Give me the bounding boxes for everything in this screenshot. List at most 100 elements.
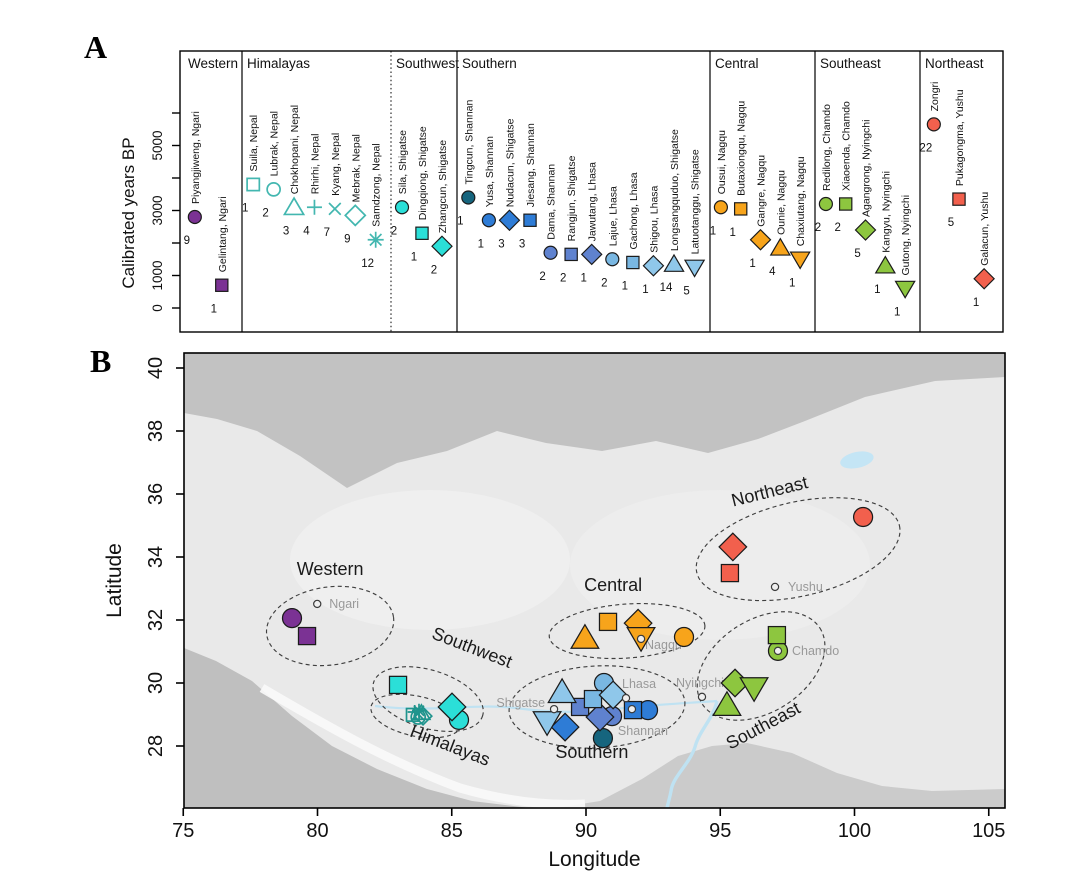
city-marker-icon: [549, 704, 559, 714]
city-marker-icon: [627, 704, 637, 714]
map-site-marker-square-icon: [598, 612, 618, 632]
map-site-marker-circle-icon: [281, 607, 303, 629]
site-count: 2: [539, 271, 545, 283]
ybp-tick-label: 3000: [150, 195, 165, 225]
site-label: Ounie, Nagqu: [775, 170, 787, 235]
site-marker-triangle-icon: [282, 196, 306, 216]
site-count: 5: [948, 217, 954, 229]
site-label: Longsangquduo, Shigatse: [669, 129, 681, 251]
site-marker-square-icon: [564, 247, 578, 262]
site-label: Rangjun, Shigatse: [566, 155, 578, 241]
map-site-marker-diamond-icon: [437, 692, 467, 722]
site-label: Shigou, Lhasa: [648, 185, 660, 252]
site-count: 12: [361, 258, 374, 270]
site-count: 2: [262, 207, 268, 219]
ybp-tick-label: 1000: [150, 260, 165, 290]
site-marker-circle-icon: [713, 200, 728, 215]
site-label: Latuotanggu, Shigatse: [690, 149, 702, 254]
city-label: Lhasa: [622, 677, 656, 691]
site-label: Suila, Nepal: [248, 115, 260, 172]
himalaya-snow-crest: [259, 684, 586, 808]
region-header: Southeast: [820, 56, 881, 71]
site-label: Gutong, Nyingchi: [900, 195, 912, 276]
region-header: Himalayas: [247, 56, 310, 71]
city-label: Shannan: [618, 724, 668, 738]
site-count: 4: [769, 266, 776, 278]
site-count: 3: [519, 238, 525, 250]
site-marker-square-icon: [733, 202, 748, 216]
site-marker-triangle-icon: [769, 237, 791, 256]
panel-a-chart: 0 1000 3000 5000 Calibrated years BP Western P…: [119, 50, 1004, 333]
yaxis-label: Latitude: [103, 543, 126, 618]
site-count: 1: [730, 227, 736, 239]
site-marker-diamond-icon: [344, 204, 367, 227]
site-label: Redilong, Chamdo: [821, 104, 833, 191]
site-label: Nudacun, Shigatse: [504, 118, 516, 207]
site-marker-square-icon: [246, 177, 261, 192]
site-marker-diamond-icon: [580, 243, 603, 266]
ybp-tick-label: 5000: [150, 130, 165, 160]
city-label: Nyingchi: [676, 676, 724, 690]
lat-tick-label: 32: [145, 609, 167, 631]
site-marker-square-icon: [215, 278, 229, 292]
site-count: 1: [973, 297, 979, 309]
site-marker-square-icon: [626, 255, 640, 270]
map-region-ellipse: [372, 666, 484, 732]
ybp-axis-label: Calibrated years BP: [119, 137, 138, 288]
site-count: 2: [835, 222, 841, 234]
site-label: Jiesang, Shannan: [525, 123, 537, 207]
map-region-label: Western: [297, 559, 364, 579]
site-marker-circle-icon: [461, 190, 476, 205]
site-marker-diamond-icon: [749, 228, 772, 251]
site-marker-triangle-icon: [663, 253, 685, 272]
map-site-marker-diamond-icon: [585, 702, 615, 732]
lat-tick-label: 34: [145, 546, 167, 568]
site-marker-circle-icon: [481, 213, 496, 228]
site-marker-plus-icon: [306, 199, 322, 215]
site-marker-triangle-down-icon: [789, 251, 811, 270]
site-label: Jawutang, Lhasa: [587, 162, 599, 242]
lon-tick-label: 95: [709, 820, 731, 842]
site-count: 1: [411, 251, 417, 263]
map-site-marker-square-icon: [388, 675, 408, 695]
site-marker-circle-icon: [818, 196, 833, 212]
site-label: Chaxiutang, Nagqu: [795, 156, 807, 246]
site-marker-circle-icon: [266, 182, 281, 197]
panel-b-frame: [183, 352, 1006, 809]
terrain-highlight: [290, 490, 570, 630]
site-count: 9: [184, 235, 190, 247]
map-site-marker-square-icon: [583, 689, 603, 709]
region-header: Southern: [462, 56, 517, 71]
map-site-marker-square-icon: [297, 626, 317, 646]
map-site-marker-diamond-icon: [598, 680, 628, 710]
site-count: 1: [622, 281, 628, 293]
site-label: Yusa, Shannan: [484, 136, 496, 207]
map-site-marker-circle-icon: [592, 728, 614, 749]
site-marker-square-icon: [838, 197, 853, 211]
city-marker-icon: [770, 582, 780, 592]
panel-a-frame: [179, 50, 1004, 333]
site-marker-triangle-down-icon: [894, 280, 916, 299]
site-count: 1: [242, 203, 248, 215]
site-count: 2: [391, 225, 397, 237]
site-marker-diamond-icon: [854, 219, 877, 241]
site-label: Samdzong, Nepal: [371, 143, 383, 226]
map-site-marker-diamond-icon: [550, 712, 580, 742]
site-label: Tingcun, Shannan: [463, 99, 475, 184]
map-site-marker-circle-icon: [852, 506, 874, 528]
city-label: Shigatse: [496, 696, 545, 710]
site-count: 4: [303, 225, 310, 237]
map-site-marker-triangle-icon: [712, 690, 742, 717]
map-site-marker-circle-icon: [673, 626, 695, 648]
lon-tick-label: 85: [441, 820, 463, 842]
site-marker-circle-icon: [605, 252, 620, 267]
region-header: Southwest: [396, 56, 459, 71]
site-count: 3: [283, 225, 289, 237]
map-site-marker-square-icon: [767, 625, 787, 645]
lon-tick-label: 75: [172, 820, 194, 842]
site-label: Dingqiong, Shigatse: [417, 126, 429, 220]
site-count: 7: [324, 227, 330, 239]
map-region-ellipse: [548, 602, 706, 660]
region-header: Northeast: [925, 56, 984, 71]
